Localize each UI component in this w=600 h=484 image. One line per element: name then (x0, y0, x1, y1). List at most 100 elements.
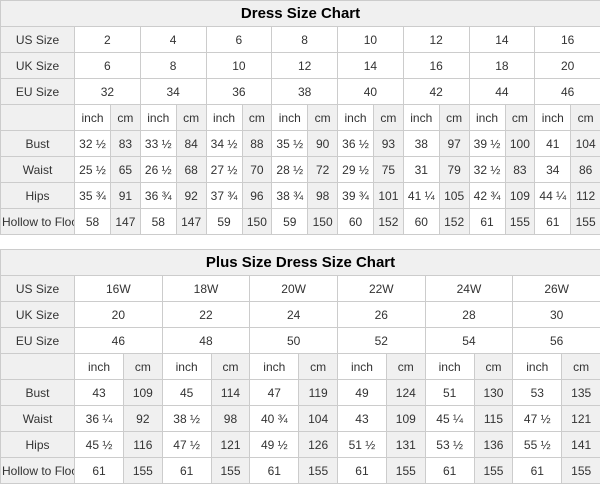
measure-cm-value: 91 (111, 183, 141, 209)
measure-inch-value: 35 ½ (272, 131, 308, 157)
size-value-cell: 42 (403, 79, 469, 105)
measure-inch-value: 32 ½ (75, 131, 111, 157)
measure-row-label: Hollow to Floor (1, 209, 75, 235)
unit-cm-header: cm (505, 105, 535, 131)
measure-cm-value: 136 (474, 432, 513, 458)
measure-cm-value: 119 (299, 380, 338, 406)
measure-cm-value: 96 (242, 183, 272, 209)
size-row-label: UK Size (1, 53, 75, 79)
measure-inch-value: 34 ½ (206, 131, 242, 157)
measure-inch-value: 41 ¼ (403, 183, 439, 209)
measure-inch-value: 59 (272, 209, 308, 235)
measure-cm-value: 75 (374, 157, 404, 183)
measure-cm-value: 92 (176, 183, 206, 209)
measure-cm-value: 155 (474, 458, 513, 484)
size-value-cell: 20 (75, 302, 163, 328)
size-value-cell: 20W (250, 276, 338, 302)
measure-inch-value: 60 (403, 209, 439, 235)
unit-inch-header: inch (403, 105, 439, 131)
measure-cm-value: 130 (474, 380, 513, 406)
measure-inch-value: 61 (250, 458, 299, 484)
measure-inch-value: 53 ½ (425, 432, 474, 458)
unit-inch-header: inch (272, 105, 308, 131)
measure-inch-value: 49 ½ (250, 432, 299, 458)
measure-inch-value: 44 ¼ (535, 183, 571, 209)
size-value-cell: 18 (469, 53, 535, 79)
measure-inch-value: 39 ¾ (338, 183, 374, 209)
measure-inch-value: 47 (250, 380, 299, 406)
measure-cm-value: 155 (386, 458, 425, 484)
measure-cm-value: 115 (474, 406, 513, 432)
unit-inch-header: inch (338, 105, 374, 131)
measure-cm-value: 98 (211, 406, 250, 432)
unit-inch-header: inch (337, 354, 386, 380)
measure-inch-value: 45 ¼ (425, 406, 474, 432)
size-value-cell: 30 (513, 302, 600, 328)
measure-cm-value: 88 (242, 131, 272, 157)
size-value-cell: 44 (469, 79, 535, 105)
size-value-cell: 2 (75, 27, 141, 53)
measure-cm-value: 97 (439, 131, 469, 157)
size-value-cell: 24 (250, 302, 338, 328)
measure-cm-value: 155 (562, 458, 600, 484)
measure-inch-value: 27 ½ (206, 157, 242, 183)
measure-cm-value: 83 (505, 157, 535, 183)
unit-cm-header: cm (211, 354, 250, 380)
size-value-cell: 46 (75, 328, 163, 354)
measure-inch-value: 59 (206, 209, 242, 235)
size-row-label: US Size (1, 276, 75, 302)
measure-cm-value: 70 (242, 157, 272, 183)
size-value-cell: 24W (425, 276, 513, 302)
unit-cm-header: cm (571, 105, 600, 131)
size-value-cell: 22W (337, 276, 425, 302)
unit-inch-header: inch (162, 354, 211, 380)
measure-inch-value: 37 ¾ (206, 183, 242, 209)
measure-inch-value: 51 (425, 380, 474, 406)
measure-inch-value: 28 ½ (272, 157, 308, 183)
measure-inch-value: 61 (162, 458, 211, 484)
measure-inch-value: 61 (425, 458, 474, 484)
measure-row-label: Bust (1, 380, 75, 406)
measure-cm-value: 109 (386, 406, 425, 432)
size-value-cell: 16 (403, 53, 469, 79)
measure-cm-value: 155 (299, 458, 338, 484)
measure-cm-value: 90 (308, 131, 338, 157)
measure-inch-value: 39 ½ (469, 131, 505, 157)
size-value-cell: 54 (425, 328, 513, 354)
measure-cm-value: 65 (111, 157, 141, 183)
size-value-cell: 4 (140, 27, 206, 53)
measure-cm-value: 79 (439, 157, 469, 183)
size-value-cell: 12 (272, 53, 338, 79)
size-value-cell: 8 (272, 27, 338, 53)
measure-row-label: Hips (1, 183, 75, 209)
measure-cm-value: 100 (505, 131, 535, 157)
measure-inch-value: 38 ½ (162, 406, 211, 432)
measure-cm-value: 147 (176, 209, 206, 235)
size-row-label: EU Size (1, 328, 75, 354)
size-value-cell: 40 (338, 79, 404, 105)
measure-cm-value: 141 (562, 432, 600, 458)
measure-cm-value: 114 (211, 380, 250, 406)
size-value-cell: 26 (337, 302, 425, 328)
measure-cm-value: 116 (124, 432, 163, 458)
measure-cm-value: 155 (571, 209, 600, 235)
measure-cm-value: 93 (374, 131, 404, 157)
unit-inch-header: inch (513, 354, 562, 380)
unit-cm-header: cm (474, 354, 513, 380)
size-value-cell: 14 (338, 53, 404, 79)
chart-title: Plus Size Dress Size Chart (1, 250, 600, 276)
size-value-cell: 6 (206, 27, 272, 53)
measure-inch-value: 47 ½ (162, 432, 211, 458)
measure-inch-value: 32 ½ (469, 157, 505, 183)
